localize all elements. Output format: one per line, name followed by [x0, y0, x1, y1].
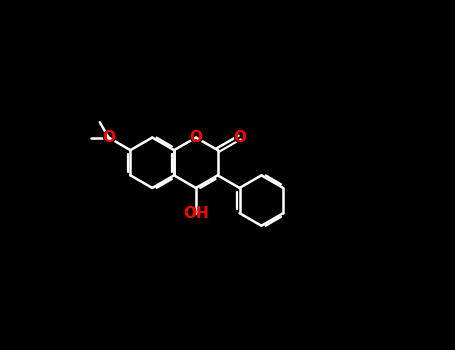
Text: O: O [233, 130, 246, 145]
Text: O: O [189, 130, 202, 145]
Text: O: O [188, 128, 203, 147]
Text: O: O [232, 128, 247, 147]
Text: OH: OH [183, 206, 209, 220]
Text: O: O [101, 128, 116, 147]
Text: O: O [102, 130, 115, 145]
Text: OH: OH [181, 204, 211, 222]
